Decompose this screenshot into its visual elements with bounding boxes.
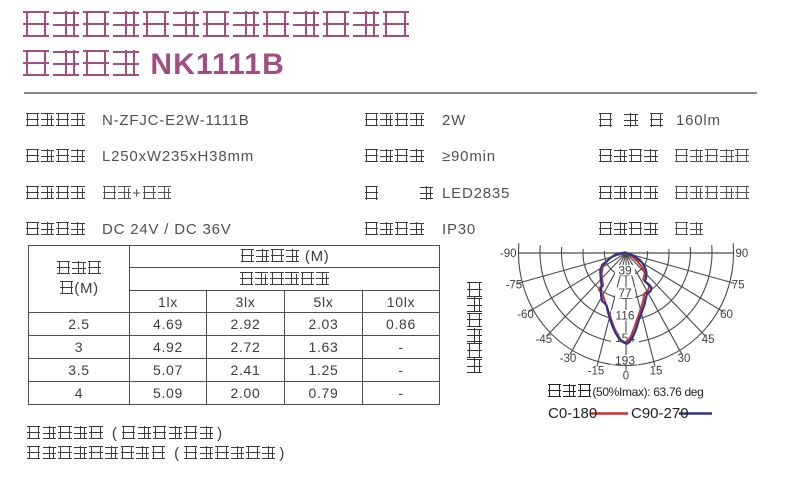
svg-text:-90: -90 bbox=[500, 248, 517, 260]
svg-text:193: 193 bbox=[615, 354, 635, 368]
svg-text:39: 39 bbox=[618, 264, 632, 278]
svg-text:-45: -45 bbox=[536, 334, 553, 346]
svg-text:30: 30 bbox=[678, 353, 691, 365]
svg-text:-75: -75 bbox=[506, 279, 523, 291]
svg-text:15: 15 bbox=[650, 365, 663, 377]
svg-text:-30: -30 bbox=[560, 353, 577, 365]
svg-text:0: 0 bbox=[623, 370, 629, 382]
svg-text:77: 77 bbox=[618, 286, 632, 300]
svg-text:75: 75 bbox=[732, 279, 745, 291]
svg-text:-60: -60 bbox=[517, 309, 534, 321]
svg-text:-15: -15 bbox=[588, 365, 605, 377]
svg-text:45: 45 bbox=[702, 334, 715, 346]
svg-text:60: 60 bbox=[720, 309, 733, 321]
svg-text:90: 90 bbox=[736, 248, 749, 260]
svg-text:116: 116 bbox=[615, 309, 634, 323]
